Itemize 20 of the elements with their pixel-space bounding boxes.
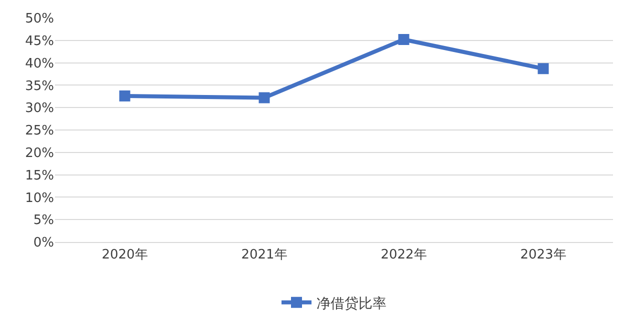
y-tick-label: 5% <box>33 213 54 228</box>
point <box>258 92 270 104</box>
y-tick-label: 35% <box>25 78 54 94</box>
y-tick-label: 30% <box>25 101 54 116</box>
x-tick-label: 2023年 <box>520 248 566 263</box>
x-tick-label: 2021年 <box>241 248 288 263</box>
y-tick-label: 0% <box>33 236 54 251</box>
x-tick-label: 2022年 <box>380 248 427 263</box>
x-tick-label: 2020年 <box>102 248 148 263</box>
y-tick-label: 50% <box>25 12 54 27</box>
legend-label: 净借贷比率 <box>316 296 386 312</box>
y-tick-label: 10% <box>25 190 54 206</box>
point <box>538 63 549 74</box>
y-tick-label: 25% <box>25 124 54 139</box>
point <box>119 90 130 102</box>
y-tick-label: 15% <box>25 168 54 184</box>
y-tick-label: 45% <box>25 34 54 49</box>
point <box>398 34 410 45</box>
y-tick-label: 40% <box>25 56 54 72</box>
y-tick-label: 20% <box>25 146 54 161</box>
